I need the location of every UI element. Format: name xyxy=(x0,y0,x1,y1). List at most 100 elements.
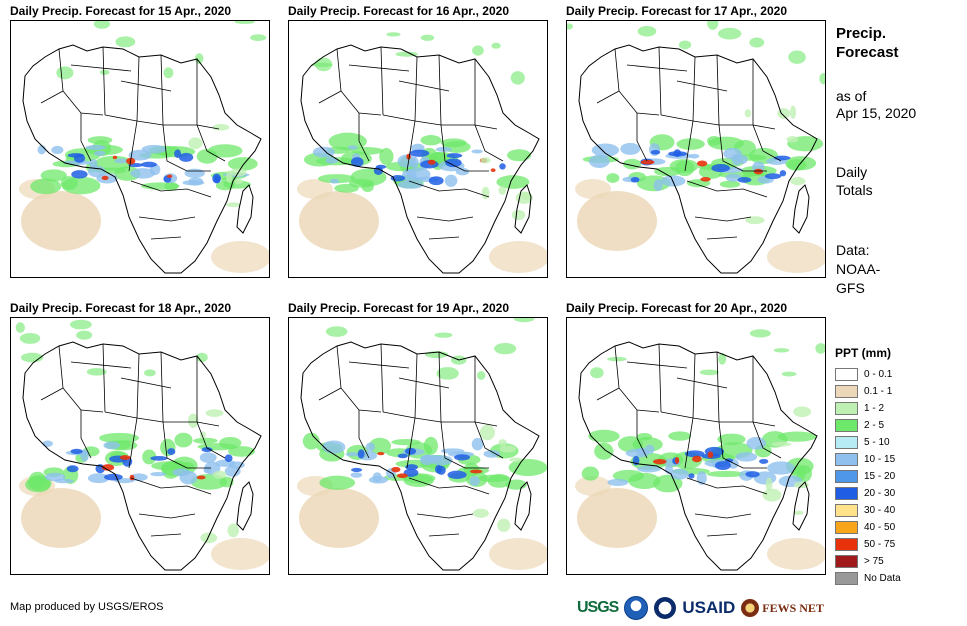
precip-blob xyxy=(128,149,152,161)
precip-blob xyxy=(199,452,217,463)
precip-blob xyxy=(786,135,799,143)
country-border xyxy=(120,80,172,92)
country-border xyxy=(130,477,212,495)
precip-blob xyxy=(409,149,430,157)
country-border xyxy=(120,377,172,389)
country-border xyxy=(438,54,442,126)
legend-swatch xyxy=(835,453,858,466)
precip-blob xyxy=(428,176,444,186)
precip-blob xyxy=(101,175,109,181)
precip-blob xyxy=(489,538,547,570)
data-source-line3: GFS xyxy=(836,280,865,296)
precip-blob xyxy=(640,159,655,165)
country-border xyxy=(58,345,104,413)
precip-blob xyxy=(819,73,825,85)
info-title-line2: Forecast xyxy=(836,44,899,61)
precip-blob xyxy=(777,431,817,442)
precip-blob xyxy=(405,447,417,455)
legend-label: 0.1 - 1 xyxy=(864,386,893,397)
country-border xyxy=(128,120,138,172)
precip-blob xyxy=(19,332,41,344)
precip-blob xyxy=(744,109,752,118)
precip-blob xyxy=(630,177,640,183)
country-border xyxy=(658,46,662,116)
precip-blob xyxy=(420,454,434,466)
precip-blob xyxy=(507,149,532,162)
country-border xyxy=(676,377,728,389)
precip-blob xyxy=(762,488,782,502)
country-border xyxy=(692,56,696,122)
precip-blob xyxy=(250,34,267,42)
precip-blob xyxy=(577,488,657,548)
precip-blob xyxy=(112,155,118,160)
precip-blob xyxy=(577,191,657,251)
precip-blob xyxy=(405,464,418,471)
precip-blob xyxy=(211,538,269,570)
africa-landmass xyxy=(23,342,261,570)
africa-coastline xyxy=(578,44,818,274)
country-border xyxy=(348,361,410,369)
precip-blob xyxy=(69,319,92,330)
country-border xyxy=(398,80,450,92)
country-border xyxy=(416,216,474,222)
forecast-panel-apr-16: Daily Precip. Forecast for 16 Apr., 2020 xyxy=(288,4,548,278)
precip-blob xyxy=(479,424,495,441)
legend-label: 50 - 75 xyxy=(864,539,896,550)
legend-label: 20 - 30 xyxy=(864,488,896,499)
precip-map[interactable] xyxy=(10,317,270,575)
totals-line1: Daily xyxy=(836,164,868,180)
precip-blob xyxy=(368,437,391,455)
usgs-logo: USGS xyxy=(577,599,619,616)
precip-blob xyxy=(44,472,66,482)
precip-blob xyxy=(510,71,525,85)
precip-blob xyxy=(689,153,700,159)
precip-blob xyxy=(745,216,765,225)
precip-map[interactable] xyxy=(566,317,826,575)
madagascar-outline xyxy=(514,481,532,531)
precip-blob xyxy=(361,181,374,192)
precip-blob xyxy=(211,241,269,273)
precip-blob xyxy=(37,145,47,155)
precip-map[interactable] xyxy=(288,20,548,278)
precip-blob xyxy=(676,138,705,150)
precip-blob xyxy=(325,156,339,164)
country-border xyxy=(716,54,720,126)
precip-blob xyxy=(759,458,769,464)
precip-map[interactable] xyxy=(10,20,270,278)
country-border xyxy=(676,80,728,92)
precip-blob xyxy=(15,322,25,334)
country-border xyxy=(686,180,768,198)
precip-blob xyxy=(509,457,523,463)
country-border xyxy=(694,513,752,519)
precip-blob xyxy=(80,449,89,462)
precip-blob xyxy=(436,465,446,475)
precip-blob xyxy=(166,174,173,178)
precip-blob xyxy=(767,241,825,273)
fews-net-logo: FEWS NET xyxy=(762,600,824,615)
country-border xyxy=(706,236,738,240)
as-of-date: Apr 15, 2020 xyxy=(836,105,917,121)
country-border xyxy=(706,533,738,537)
precip-blob xyxy=(773,155,791,161)
country-border xyxy=(408,180,490,198)
precip-map[interactable] xyxy=(566,20,826,278)
legend-label: 30 - 40 xyxy=(864,505,896,516)
madagascar-outline xyxy=(792,481,810,531)
precip-blob xyxy=(396,473,408,478)
precip-blob xyxy=(668,431,692,441)
precip-blob xyxy=(717,433,746,445)
precip-blob xyxy=(779,170,787,177)
precip-map[interactable] xyxy=(288,317,548,575)
precip-blob xyxy=(99,69,110,75)
precip-blob xyxy=(652,458,667,465)
precip-blob xyxy=(93,21,111,29)
precip-blob xyxy=(227,157,258,171)
precip-blob xyxy=(696,160,708,167)
precip-blob xyxy=(420,34,435,41)
country-border xyxy=(398,377,450,389)
precip-blob xyxy=(87,473,110,484)
precip-blob xyxy=(201,447,213,453)
precip-blob xyxy=(753,168,763,175)
precip-blob xyxy=(215,459,236,467)
precip-blob xyxy=(434,332,453,338)
